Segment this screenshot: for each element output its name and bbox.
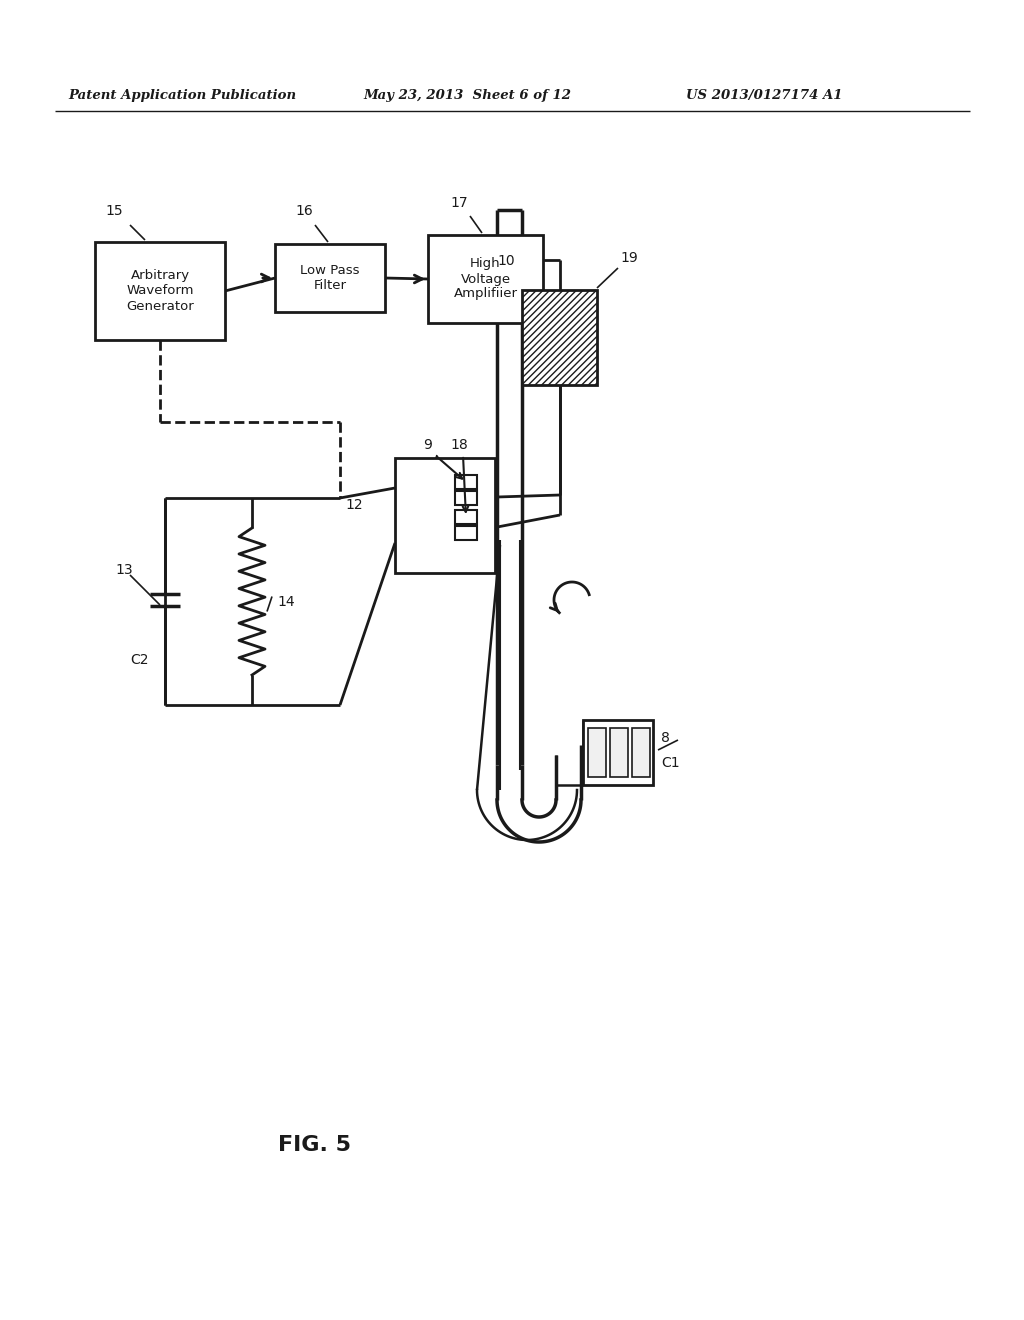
Bar [455,525,477,540]
Text: Low Pass
Filter: Low Pass Filter [300,264,359,292]
Bar [395,458,495,573]
Bar [275,244,385,312]
Text: Arbitrary
Waveform
Generator: Arbitrary Waveform Generator [126,269,194,313]
Text: 8: 8 [662,731,670,744]
Text: FIG. 5: FIG. 5 [279,1135,351,1155]
Text: 12: 12 [345,498,362,512]
Bar [610,729,628,777]
Bar [455,510,477,524]
Text: C2: C2 [130,653,148,667]
Text: 14: 14 [278,594,295,609]
Bar [455,475,477,488]
Bar [522,290,597,385]
Text: 13: 13 [115,564,133,577]
Bar [455,491,477,506]
Bar [428,235,543,323]
Text: Patent Application Publication: Patent Application Publication [68,88,296,102]
Text: 19: 19 [620,251,638,265]
Bar [95,242,225,341]
Text: High
Voltage
Amplifiier: High Voltage Amplifiier [454,257,517,301]
Text: US 2013/0127174 A1: US 2013/0127174 A1 [686,88,843,102]
Text: 15: 15 [105,205,123,218]
Text: 17: 17 [450,195,468,210]
Bar [588,729,606,777]
Text: 9: 9 [423,438,432,451]
Text: C1: C1 [662,756,680,770]
Text: 18: 18 [450,438,468,451]
Bar [583,719,653,785]
Bar [632,729,650,777]
Text: 16: 16 [295,205,312,218]
Text: May 23, 2013  Sheet 6 of 12: May 23, 2013 Sheet 6 of 12 [362,88,571,102]
Text: 10: 10 [497,253,515,268]
